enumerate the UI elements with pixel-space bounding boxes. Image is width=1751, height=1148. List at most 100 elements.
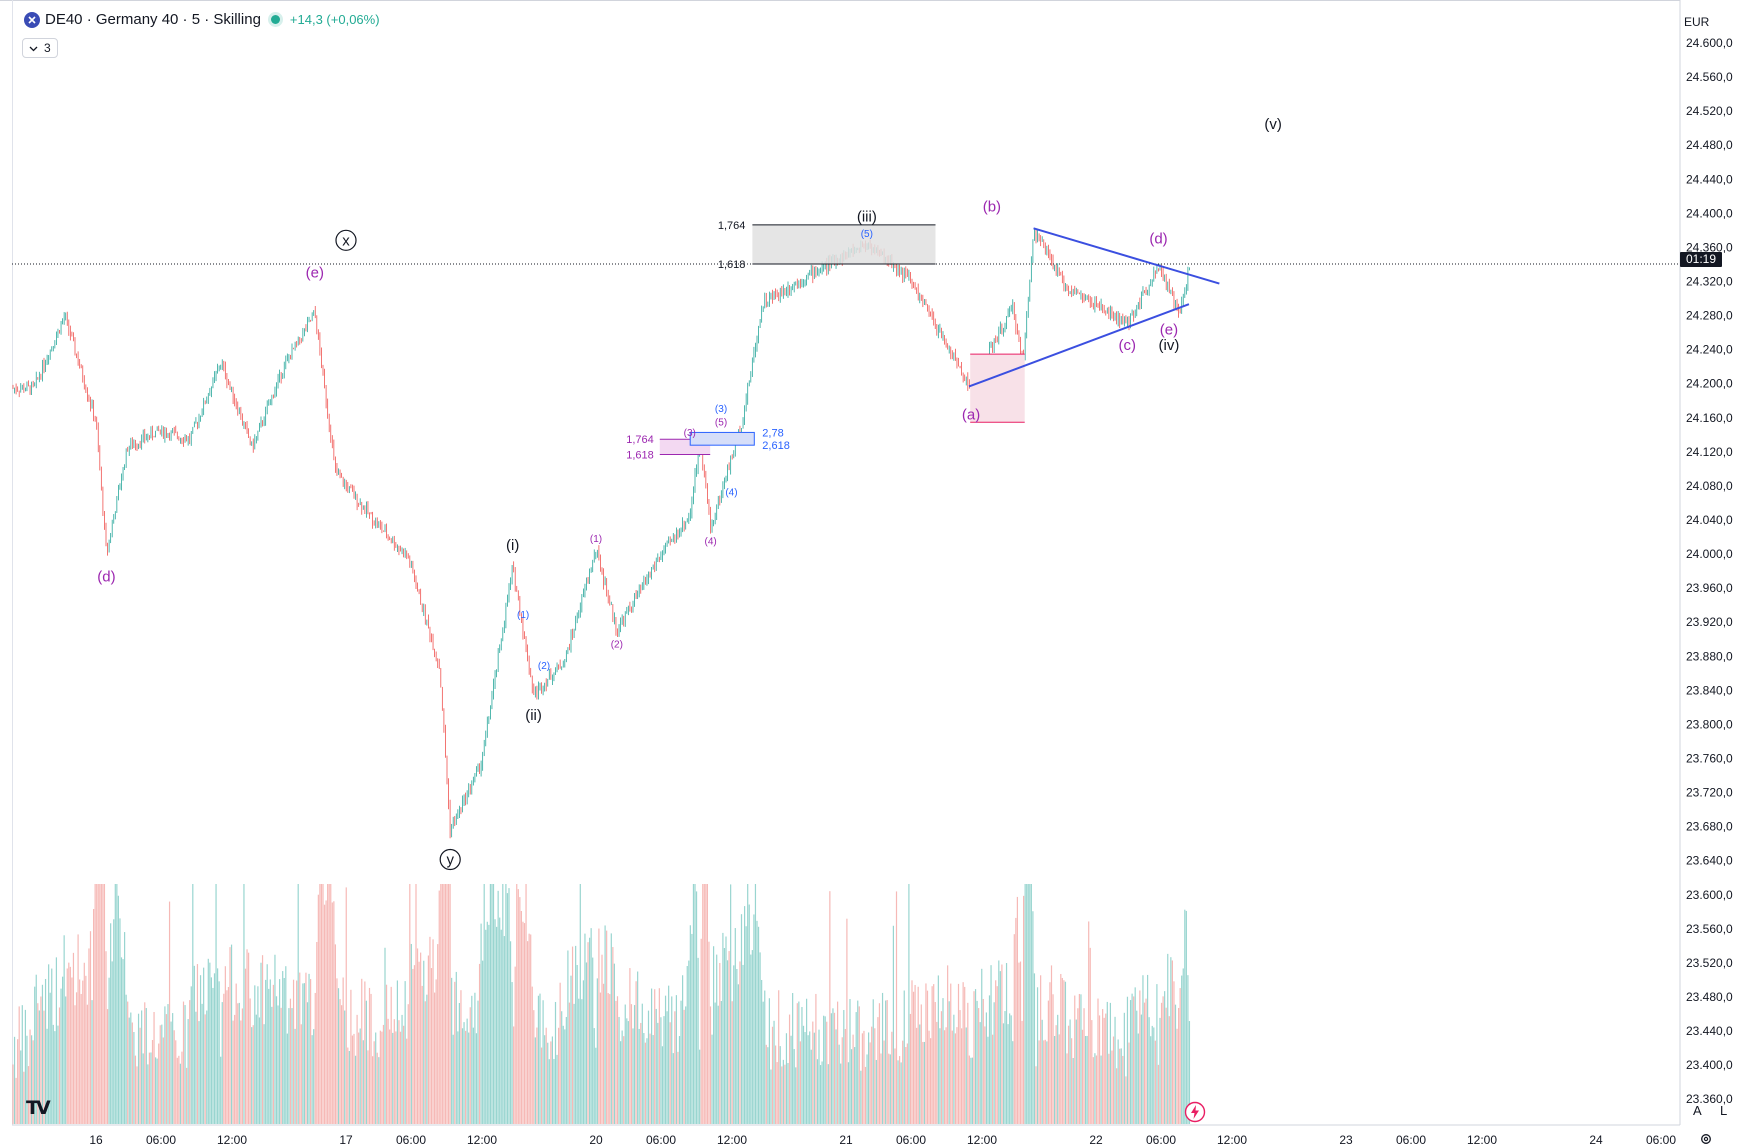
volume-bar <box>317 894 319 1124</box>
volume-bar <box>260 962 262 1124</box>
volume-bar <box>833 1012 836 1124</box>
volume-bar <box>362 1040 364 1124</box>
volume-bar <box>330 884 332 1124</box>
volume-bar <box>909 1013 912 1124</box>
volume-bar <box>1131 993 1133 1124</box>
price-tick-label: 23.400,0 <box>1686 1058 1733 1072</box>
indicators-toggle-button[interactable]: 3 <box>22 38 58 58</box>
volume-bar <box>1074 995 1076 1124</box>
volume-bar <box>1036 987 1039 1124</box>
volume-bar <box>80 993 82 1124</box>
current-price-tag: 01:19 <box>1680 252 1722 267</box>
currency-selector[interactable]: EUR <box>1684 15 1710 29</box>
volume-bar <box>471 995 473 1124</box>
volume-bar <box>410 943 412 1124</box>
volume-bar <box>1012 1041 1014 1124</box>
volume-bar <box>651 988 653 1124</box>
tradingview-logo[interactable]: TV <box>26 1097 51 1119</box>
volume-bar <box>382 1024 385 1124</box>
volume-bar <box>274 954 276 1124</box>
symbol-legend[interactable]: DE40 · Germany 40 · 5 · Skilling +14,3 (… <box>24 11 380 28</box>
volume-bar <box>881 992 884 1124</box>
volume-bar <box>127 1001 129 1124</box>
volume-bar <box>403 1025 405 1124</box>
volume-bar <box>974 989 977 1124</box>
volume-bar <box>1139 990 1141 1124</box>
volume-bar <box>354 1055 357 1124</box>
volume-bar <box>1061 977 1063 1124</box>
volume-bar <box>348 1051 350 1124</box>
volume-bar <box>1038 1040 1040 1124</box>
volume-bar <box>165 1014 168 1124</box>
volume-bar <box>730 884 732 1124</box>
axes: 24.600,0 24.560,0 24.520,0 24.480,0 24.440,0… <box>89 36 1733 1147</box>
volume-bar <box>854 1047 856 1124</box>
volume-bar <box>669 1022 671 1124</box>
volume-bar <box>916 1027 918 1124</box>
time-tick-label: 22 <box>1089 1133 1103 1147</box>
volume-bar <box>1030 884 1032 1124</box>
volume-bar <box>1078 993 1080 1124</box>
auto-scale-button[interactable]: A <box>1693 1103 1702 1118</box>
volume-bar <box>725 936 727 1124</box>
flash-icon[interactable] <box>1184 1101 1206 1123</box>
fib-level-label: 2,78 <box>762 427 783 439</box>
volume-bar <box>573 1003 575 1124</box>
volume-bar <box>178 1055 180 1124</box>
volume-bar <box>103 884 106 1124</box>
wave-label: (iv) <box>1159 337 1180 354</box>
volume-bar <box>472 1027 474 1124</box>
volume-bar <box>688 960 690 1124</box>
volume-bar <box>976 1000 978 1124</box>
price-tick-label: 23.440,0 <box>1686 1024 1733 1038</box>
volume-bar <box>596 978 598 1124</box>
log-scale-button[interactable]: L <box>1720 1103 1728 1118</box>
volume-bar <box>37 1003 39 1124</box>
volume-bar <box>1108 1053 1110 1124</box>
volume-bar <box>1007 1024 1009 1124</box>
volume-bar <box>1114 1016 1116 1124</box>
volume-bar <box>272 984 274 1124</box>
gear-icon[interactable] <box>1700 1133 1712 1145</box>
volume-bar <box>744 906 746 1124</box>
price-tick-label: 24.120,0 <box>1686 445 1733 459</box>
volume-bar <box>1173 981 1175 1124</box>
volume-bar <box>592 957 594 1124</box>
volume-bar <box>438 890 440 1124</box>
volume-bar <box>523 923 526 1124</box>
volume-bar <box>716 954 718 1124</box>
fib-level-label: 1,764 <box>718 220 746 232</box>
volume-bar <box>883 1040 885 1124</box>
price-tick-label: 24.360,0 <box>1686 240 1733 254</box>
volume-bar <box>885 1000 887 1124</box>
volume-bar <box>389 1029 391 1124</box>
volume-bar <box>806 998 808 1124</box>
symbol-title[interactable]: DE40 · Germany 40 · 5 · Skilling <box>45 11 261 28</box>
volume-bar <box>86 1004 88 1124</box>
volume-bar <box>685 1006 687 1124</box>
volume-bar <box>218 981 220 1124</box>
volume-bar <box>1026 884 1028 1124</box>
volume-bar <box>1178 1007 1180 1124</box>
volume-bar <box>381 1031 383 1124</box>
volume-bar <box>664 995 667 1124</box>
volume-bar <box>878 1003 881 1124</box>
volume-bar <box>933 984 935 1124</box>
volume-bar <box>602 983 605 1124</box>
volume-bar <box>818 1029 820 1124</box>
volume-bar <box>147 1064 149 1124</box>
volume-bar <box>947 965 949 1124</box>
volume-bar <box>626 1018 628 1124</box>
volume-bar <box>590 928 592 1124</box>
volume-bar <box>858 1006 860 1124</box>
volume-bar <box>1167 953 1169 1124</box>
volume-bar <box>234 1014 236 1124</box>
volume-bar <box>426 994 428 1124</box>
volume-bar <box>496 926 498 1124</box>
volume-bar <box>1041 1019 1043 1124</box>
volume-bar <box>168 901 171 1124</box>
volume-bar <box>151 1040 154 1124</box>
wave-label: (d) <box>97 568 115 585</box>
volume-bar <box>299 972 301 1124</box>
